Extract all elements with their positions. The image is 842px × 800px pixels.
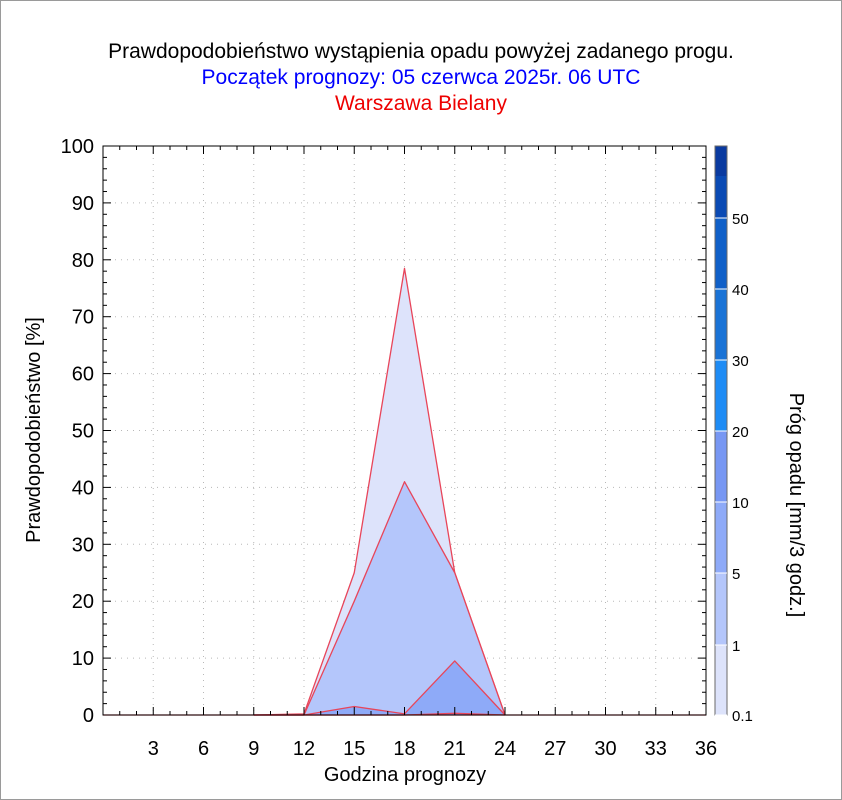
chart-location: Warszawa Bielany <box>335 92 507 115</box>
colorbar-label: Próg opadu [mm/3 godz.] <box>785 393 807 618</box>
x-tick-label: 36 <box>695 738 717 760</box>
colorbar-segment <box>715 645 727 715</box>
x-tick-labels: 3 6 9 12 15 18 21 24 27 30 33 36 <box>148 738 717 760</box>
colorbar-segment <box>715 431 727 502</box>
y-tick-label: 30 <box>72 534 94 556</box>
y-tick-label: 90 <box>72 193 94 215</box>
probability-areas <box>103 267 706 716</box>
y-tick-label: 20 <box>72 591 94 613</box>
colorbar-tick-labels: 0.1 1 5 10 20 30 40 50 <box>732 211 753 725</box>
x-tick-label: 12 <box>293 738 315 760</box>
colorbar-tick-label: 1 <box>732 638 740 655</box>
x-axis-label: Godzina prognozy <box>324 764 486 786</box>
y-tick-label: 60 <box>72 364 94 386</box>
y-tick-label: 40 <box>72 477 94 499</box>
y-tick-label: 100 <box>61 136 94 158</box>
threshold-colorbar <box>714 145 728 716</box>
x-tick-label: 24 <box>494 738 516 760</box>
x-tick-label: 15 <box>343 738 365 760</box>
area-threshold-1 <box>253 481 505 715</box>
x-tick-label: 30 <box>594 738 616 760</box>
y-tick-label: 0 <box>83 705 94 727</box>
x-tick-label: 9 <box>248 738 259 760</box>
chart-titles: Prawdopodobieństwo wystąpienia opadu pow… <box>0 38 842 117</box>
x-tick-label: 3 <box>148 738 159 760</box>
x-tick-label: 27 <box>544 738 566 760</box>
colorbar-tick-label: 40 <box>732 282 749 299</box>
y-tick-labels: 0 10 20 30 40 50 60 70 80 90 100 <box>61 136 94 727</box>
y-tick-label: 50 <box>72 421 94 443</box>
y-tick-label: 10 <box>72 648 94 670</box>
colorbar-tick-label: 50 <box>732 211 749 228</box>
colorbar-tick-label: 10 <box>732 495 749 512</box>
colorbar-tick-label: 30 <box>732 353 749 370</box>
y-tick-label: 70 <box>72 307 94 329</box>
colorbar-segment <box>715 360 727 431</box>
chart-title: Prawdopodobieństwo wystąpienia opadu pow… <box>108 40 734 63</box>
colorbar-tick-label: 20 <box>732 424 749 441</box>
colorbar-segment <box>715 176 727 218</box>
y-axis-label: Prawdopodobieństwo [%] <box>23 317 45 543</box>
colorbar-segment <box>715 573 727 645</box>
axis-ticks <box>103 146 706 715</box>
colorbar-segment <box>715 218 727 289</box>
x-tick-label: 21 <box>444 738 466 760</box>
colorbar-segment <box>715 146 727 176</box>
colorbar-tick-label: 0.1 <box>732 708 753 725</box>
x-tick-label: 33 <box>645 738 667 760</box>
x-tick-label: 6 <box>198 738 209 760</box>
colorbar-tick-label: 5 <box>732 566 740 583</box>
colorbar-segment <box>715 289 727 360</box>
y-tick-label: 80 <box>72 250 94 272</box>
chart-subtitle: Początek prognozy: 05 czerwca 2025r. 06 … <box>201 66 641 89</box>
x-tick-label: 18 <box>393 738 415 760</box>
colorbar-segment <box>715 502 727 573</box>
